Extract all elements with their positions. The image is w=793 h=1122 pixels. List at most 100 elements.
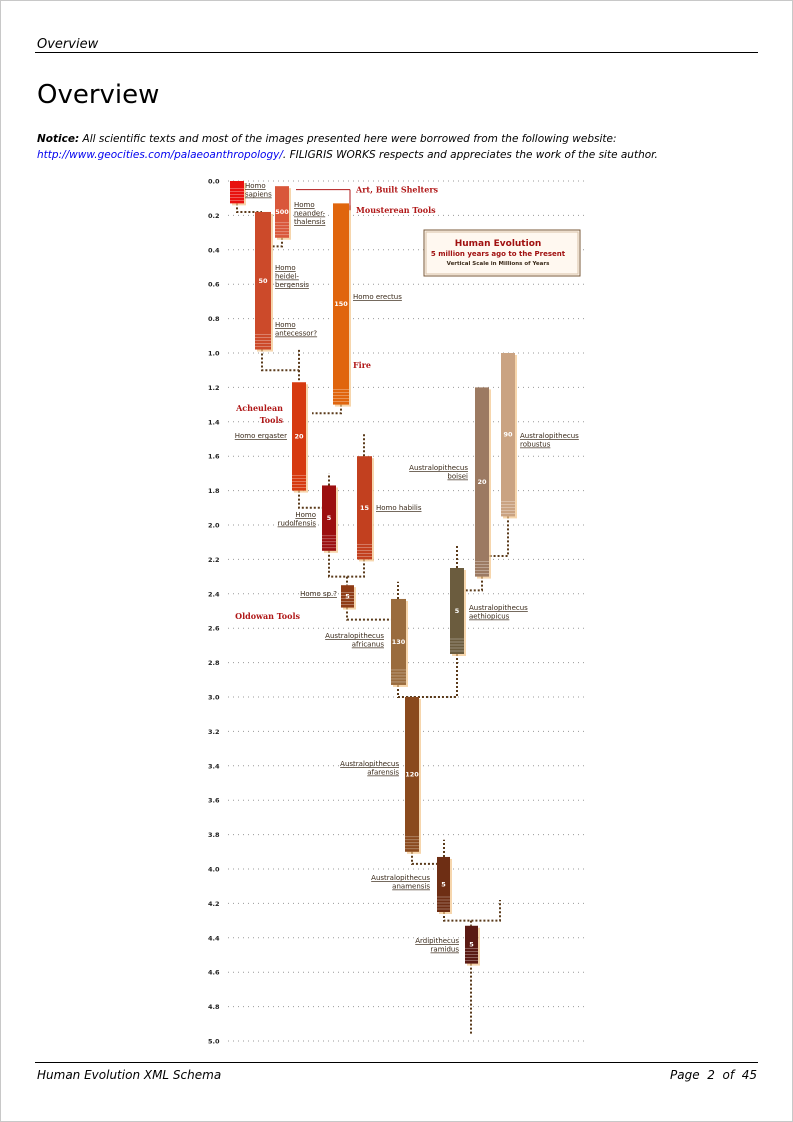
running-header: Overview (37, 37, 99, 52)
species-label: Homo (245, 182, 266, 190)
species-label: neander- (294, 210, 326, 218)
species-bar (322, 485, 336, 551)
axis-tick-label: 3.8 (208, 831, 220, 839)
bar-value-label: 5 (455, 607, 460, 615)
axis-tick-label: 4.0 (208, 866, 220, 874)
axis-tick-label: 4.6 (208, 969, 220, 977)
species-label: anamensis (392, 883, 430, 891)
bar-value-label: 500 (275, 208, 289, 216)
notice-text-2: . FILIGRIS WORKS respects and appreciate… (282, 149, 658, 161)
species-label: Homo (294, 201, 315, 209)
bar-value-label: 5 (327, 514, 332, 522)
bar-value-label: 130 (392, 638, 406, 646)
axis-tick-label: 3.0 (208, 694, 220, 702)
species-bar (391, 598, 406, 685)
axis-tick-label: 2.2 (208, 556, 220, 564)
axis-tick-label: 4.4 (208, 934, 220, 942)
axis-tick-label: 0.0 (208, 178, 220, 186)
axis-tick-label: 2.4 (208, 590, 220, 598)
bar-value-label: 90 (503, 431, 513, 439)
species-bar (333, 203, 349, 405)
axis-tick-label: 1.4 (208, 418, 220, 426)
axis-tick-label: 4.2 (208, 900, 220, 908)
species-label: Homo erectus (353, 293, 402, 301)
species-bar (230, 181, 244, 204)
notice-paragraph: Notice: All scientific texts and most of… (37, 131, 757, 163)
species-label: Australopithecus (409, 464, 468, 472)
tool-label: Mousterean Tools (356, 205, 436, 215)
axis-tick-label: 1.2 (208, 384, 220, 392)
species-bar (465, 925, 478, 964)
species-bar (405, 697, 419, 852)
axis-tick-label: 4.8 (208, 1003, 220, 1011)
lineage-connector (298, 485, 330, 509)
species-label: aethiopicus (469, 613, 510, 621)
axis-tick-label: 3.6 (208, 797, 220, 805)
species-label: bergensis (275, 281, 309, 289)
axis-tick-label: 3.2 (208, 728, 220, 736)
bar-value-label: 15 (360, 504, 370, 512)
bar-value-label: 5 (441, 880, 446, 888)
lineage-connector (489, 516, 509, 557)
of-label: of (722, 1068, 735, 1082)
axis-tick-label: 1.8 (208, 487, 220, 495)
species-label: afarensis (367, 769, 399, 777)
species-bar (255, 211, 271, 350)
footer-rule (35, 1062, 758, 1063)
footer-page-number: Page 2 of 45 (670, 1068, 757, 1082)
species-label: boisei (447, 473, 468, 481)
species-label: Homo sp.? (300, 590, 337, 598)
bar-value-label: 50 (258, 277, 268, 285)
species-label: antecessor? (275, 330, 317, 338)
species-label: Australopithecus (520, 432, 579, 440)
notice-label: Notice: (37, 133, 80, 145)
axis-tick-label: 2.0 (208, 522, 220, 530)
page-label: Page (669, 1068, 700, 1082)
lineage-connector (328, 550, 365, 578)
lineage-connector (270, 237, 283, 248)
axis-tick-label: 2.8 (208, 659, 220, 667)
species-label: Homo (275, 321, 296, 329)
bar-value-label: 5 (345, 592, 350, 600)
species-label: Australopithecus (325, 632, 384, 640)
lineage-connector (411, 851, 437, 865)
footer-document-title: Human Evolution XML Schema (37, 1068, 222, 1082)
tool-label: Tools (260, 415, 284, 425)
species-label: Homo ergaster (235, 432, 287, 440)
species-label: rudolfensis (278, 520, 317, 528)
tool-label: Oldowan Tools (235, 611, 300, 621)
human-evolution-figure: 0.0 0.2 0.4 0.6 0.8 1.0 1.2 1.4 1.6 1.8 2.0 2.2 2.4 2… (208, 178, 584, 1046)
lineage-connector (346, 607, 391, 621)
species-label: africanus (352, 641, 385, 649)
lineage-connector (443, 899, 501, 922)
species-bar (450, 568, 464, 654)
page-current: 2 (707, 1068, 715, 1082)
axis-tick-label: 0.4 (208, 246, 220, 254)
species-bar (357, 456, 372, 560)
species-bar (275, 186, 289, 238)
source-link[interactable]: http://www.geocities.com/palaeoanthropol… (37, 149, 283, 161)
species-label: Homo (295, 511, 316, 519)
lineage-connector (464, 576, 483, 592)
species-bar (501, 353, 515, 517)
species-bar (437, 856, 450, 912)
tool-label: Fire (353, 360, 371, 370)
species-label: Australopithecus (469, 604, 528, 612)
bar-value-label: 120 (405, 770, 419, 778)
figure-scale-note: Vertical Scale in Millions of Years (447, 261, 550, 267)
species-bar (341, 585, 354, 608)
species-bar (292, 382, 306, 491)
bar-value-label: 20 (477, 478, 487, 486)
header-rule (35, 52, 758, 53)
species-label: robustus (520, 441, 551, 449)
figure-subtitle: 5 million years ago to the Present (431, 250, 566, 258)
species-label: Australopithecus (371, 874, 430, 882)
species-label: Homo habilis (376, 504, 422, 512)
page-total: 45 (741, 1068, 757, 1082)
species-label: Ardipithecus (415, 937, 459, 945)
figure-legend-box: Human Evolution 5 million years ago to t… (423, 229, 581, 277)
axis-tick-label: 0.8 (208, 315, 220, 323)
tool-label: Art, Built Shelters (355, 185, 439, 195)
lineage-connector (312, 404, 342, 415)
species-label: ramidus (431, 946, 460, 954)
